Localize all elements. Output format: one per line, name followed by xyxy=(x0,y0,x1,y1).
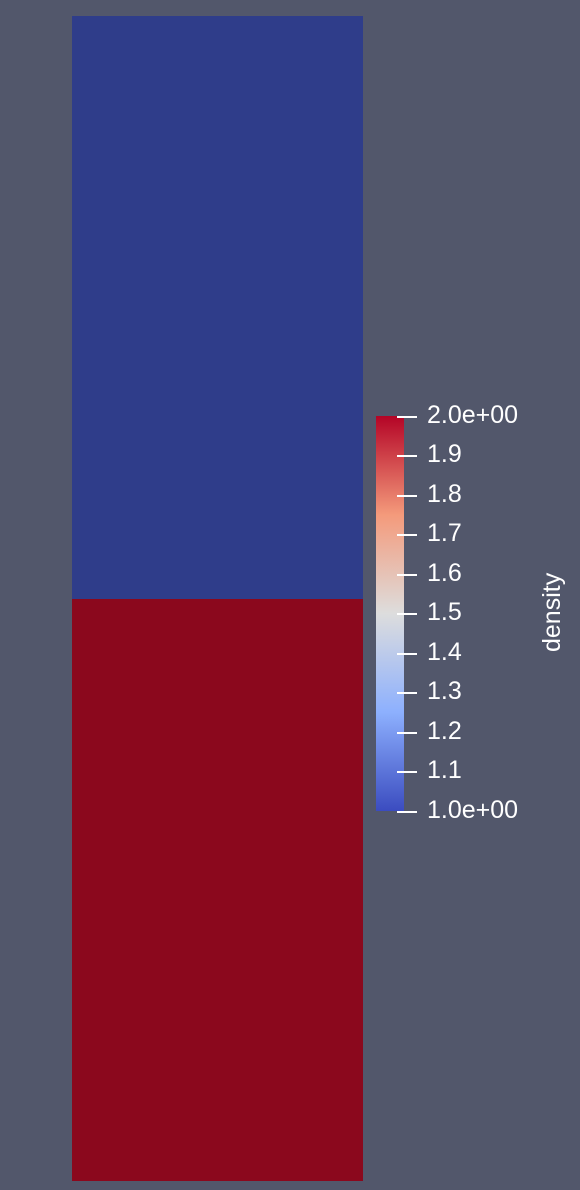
colorbar-tick-label: 1.1 xyxy=(427,756,462,784)
colorbar-tick-mark xyxy=(397,455,417,457)
colorbar-tick-mark xyxy=(397,495,417,497)
colorbar-tick-mark xyxy=(397,771,417,773)
colorbar-tick-label: 1.5 xyxy=(427,598,462,626)
colorbar-tick-mark xyxy=(397,692,417,694)
colorbar-tick-label: 1.4 xyxy=(427,638,462,666)
colorbar-tick-mark xyxy=(397,534,417,536)
colorbar-tick-mark xyxy=(397,416,417,418)
colorbar-tick-label: 1.3 xyxy=(427,677,462,705)
colorbar-tick-label: 1.8 xyxy=(427,480,462,508)
density-field xyxy=(72,16,363,1181)
colorbar-tick-mark xyxy=(397,811,417,813)
colorbar-tick-label: 1.7 xyxy=(427,519,462,547)
colorbar-tick-label: 1.9 xyxy=(427,440,462,468)
colorbar-tick-label: 2.0e+00 xyxy=(427,401,519,429)
colorbar-tick-mark xyxy=(397,574,417,576)
colorbar-tick-mark xyxy=(397,613,417,615)
colorbar-tick-label: 1.6 xyxy=(427,559,462,587)
lower-density-region xyxy=(72,599,363,1181)
colorbar-tick-label: 1.2 xyxy=(427,717,462,745)
colorbar-title: density xyxy=(538,572,566,653)
colorbar-tick-label: 1.0e+00 xyxy=(427,796,519,824)
upper-density-region xyxy=(72,16,363,599)
colorbar-tick-mark xyxy=(397,732,417,734)
colorbar-tick-mark xyxy=(397,653,417,655)
